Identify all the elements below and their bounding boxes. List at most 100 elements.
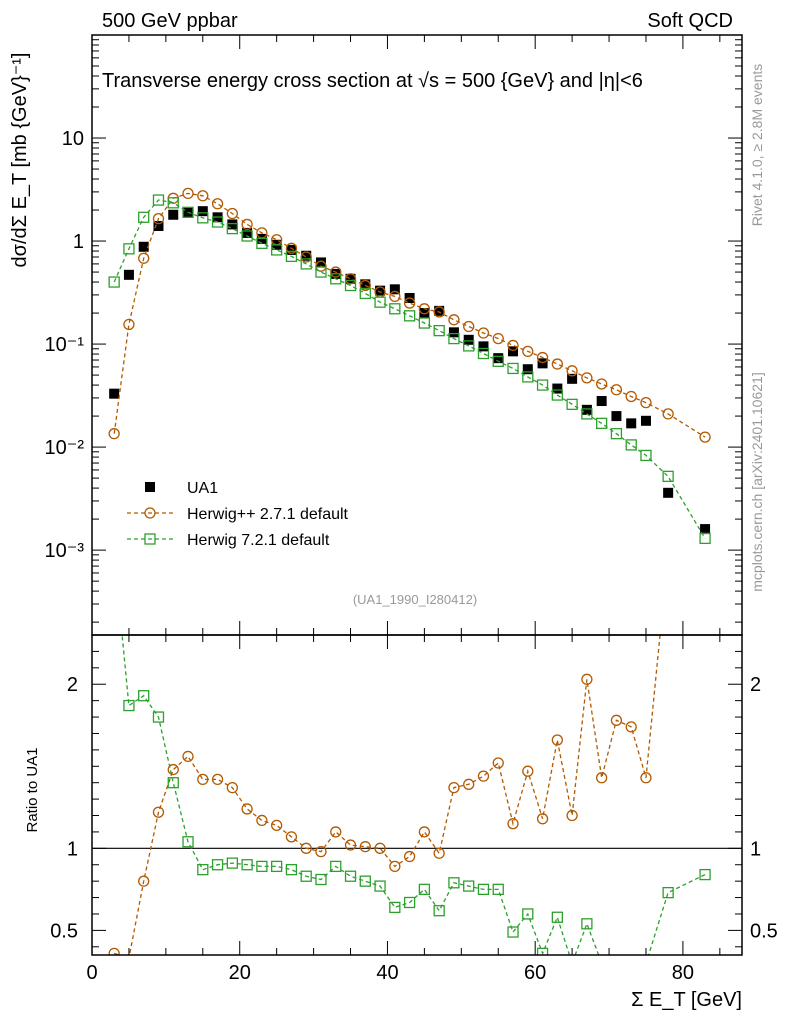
ratio-tick-label: 0.5 <box>50 920 78 942</box>
series-2-ratio-point <box>536 947 549 955</box>
series-2-ratio-point <box>418 883 431 896</box>
series-0-point <box>197 206 208 217</box>
series-1-ratio-point <box>581 673 593 685</box>
series-2-ratio-point <box>507 926 519 938</box>
series-2-point <box>662 470 674 483</box>
series-1-point <box>610 384 623 396</box>
series-0-point <box>508 346 519 357</box>
series-1-ratio-point <box>271 819 283 832</box>
x-tick-label: 80 <box>672 962 694 984</box>
series-2-point <box>138 211 150 223</box>
series-1-ratio-point <box>330 826 342 838</box>
series-0-point <box>596 396 607 407</box>
series-2-ratio-point <box>581 918 593 930</box>
series-1-point <box>551 358 563 370</box>
series-0-point <box>700 524 711 535</box>
series-1-point <box>433 306 445 318</box>
series-2-point <box>566 398 578 410</box>
series-1-ratio-point <box>625 721 637 733</box>
header-left: 500 GeV ppbar <box>102 10 238 32</box>
series-2-ratio-point <box>197 864 209 876</box>
series-1-point <box>492 332 504 345</box>
series-0-point <box>640 415 651 426</box>
series-0-point <box>611 411 622 422</box>
series-2-point <box>640 449 652 462</box>
series-0-point <box>522 364 533 375</box>
x-tick-label: 20 <box>229 962 251 984</box>
series-2-point <box>330 273 342 285</box>
series-2-ratio-point <box>389 901 401 914</box>
series-2-ratio-point <box>551 911 563 923</box>
series-1-point <box>226 207 238 220</box>
series-1-ratio-point <box>138 875 150 887</box>
x-tick-label: 40 <box>376 962 398 984</box>
series-0-point <box>626 418 637 429</box>
series-1-ratio-point <box>241 803 253 815</box>
series-1-ratio-point <box>285 831 298 843</box>
ratio-tick-label: 2 <box>750 674 761 696</box>
series-0-point <box>286 244 297 255</box>
series-1-point <box>596 378 608 390</box>
series-1-point <box>285 242 298 254</box>
series-1-point <box>138 252 150 264</box>
series-2-point <box>241 230 253 242</box>
series-0-point <box>478 341 489 352</box>
series-1-ratio-point <box>522 765 534 777</box>
y-tick-label: 10⁻³ <box>45 540 85 562</box>
series-2-point <box>551 389 563 401</box>
legend: UA1 Herwig++ 2.7.1 default Herwig 7.2.1 de… <box>127 480 349 549</box>
series-1-ratio-point <box>536 813 549 825</box>
series-1-ratio-point <box>197 773 209 786</box>
plot-title: Transverse energy cross section at √s = … <box>102 70 643 92</box>
ratio-tick-label: 1 <box>750 838 761 860</box>
legend-marker <box>145 482 155 492</box>
y-tick-label: 10⁻² <box>45 437 85 459</box>
series-0-point <box>552 383 563 394</box>
series-2-point <box>123 243 135 255</box>
series-2-point <box>463 340 475 352</box>
series-2-point <box>271 244 283 256</box>
y-tick-label: 10 <box>62 128 84 150</box>
series-2-ratio-point <box>271 860 283 873</box>
series-2-ratio-point <box>300 870 312 882</box>
series-2-ratio-point <box>167 777 179 789</box>
series-0-point <box>493 353 504 364</box>
series-2-ratio-point <box>285 864 298 876</box>
series-1-ratio-point <box>300 842 312 854</box>
series-0-point <box>168 209 179 220</box>
series-2-point <box>389 303 401 315</box>
series-2-point <box>152 194 165 206</box>
series-0-point <box>138 241 149 252</box>
series-1-point <box>463 320 475 333</box>
series-0-point <box>360 279 371 290</box>
series-0-point <box>227 219 238 230</box>
series-2-point <box>448 332 460 345</box>
legend-label: UA1 <box>187 480 218 497</box>
axes: 0 20 40 60 80 10⁻³ 10⁻² 10⁻¹ 1 10 0.5 0.5 1 1 2 2 <box>45 35 778 984</box>
series-2-ratio-point <box>359 875 371 887</box>
series-1-ratio-point <box>344 839 357 851</box>
series-1-point <box>211 198 224 210</box>
series-2-ratio-point <box>477 883 490 896</box>
series-1-ratio-point <box>182 750 194 763</box>
series-2-point <box>344 279 357 292</box>
series-1-point <box>300 251 312 263</box>
series-1-ratio-point <box>463 778 475 790</box>
series-0-point <box>537 358 548 369</box>
series-1-point <box>123 318 135 331</box>
side-label-top: Rivet 4.1.0, ≥ 2.8M events <box>749 64 765 227</box>
series-1-point <box>662 408 674 420</box>
series-0-point <box>123 269 134 280</box>
series-1-ratio-point <box>492 757 504 769</box>
series-1-ratio-point <box>359 841 371 853</box>
series-1-ratio-point <box>596 772 608 784</box>
series-2-point <box>256 237 268 249</box>
series-1-point <box>640 397 652 409</box>
series-0-point <box>448 327 459 338</box>
y-axis-label: dσ/dΣ E_T [mb {GeV}⁻¹] <box>9 53 31 268</box>
series-1-ratio-point <box>167 763 179 776</box>
series-1-ratio-point <box>403 850 416 863</box>
series-0-point <box>463 334 474 345</box>
series-2-ratio-point <box>123 699 135 712</box>
